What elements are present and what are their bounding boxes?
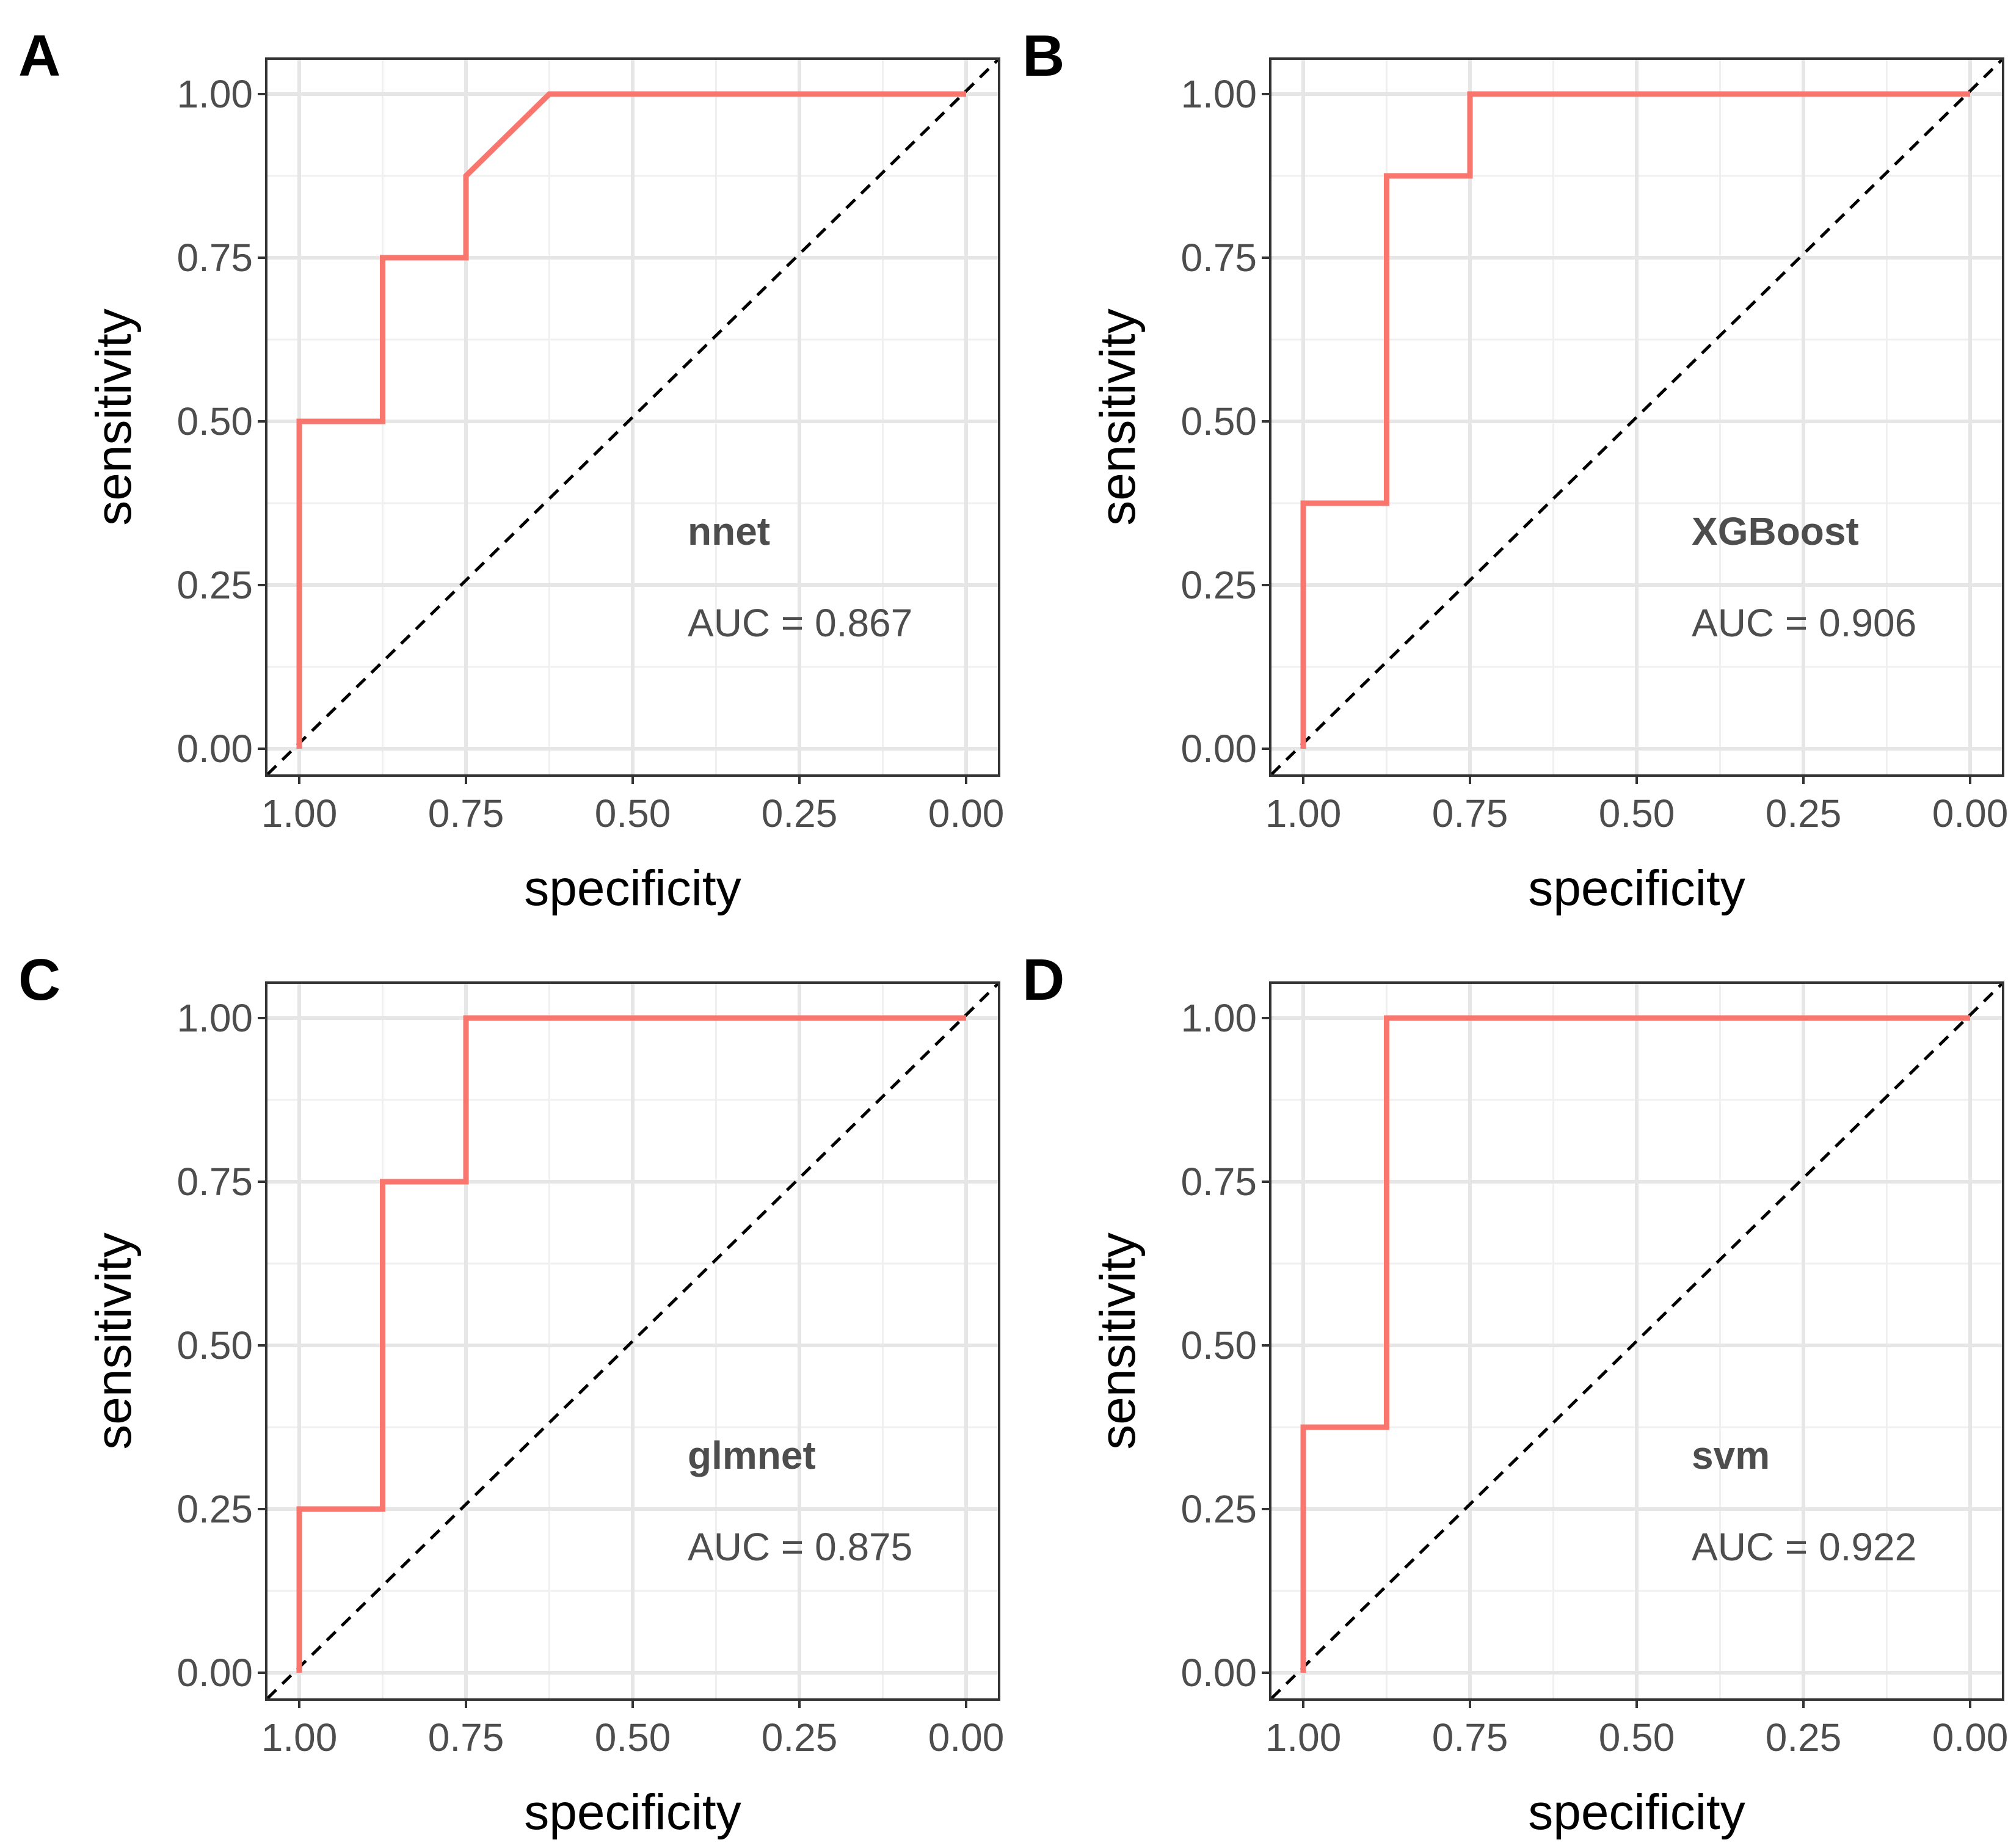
x-tick-label: 0.50	[1599, 791, 1675, 835]
auc-label: AUC = 0.922	[1692, 1525, 1916, 1569]
y-tick-label: 0.50	[1180, 1323, 1257, 1367]
x-tick-label: 1.00	[261, 1715, 338, 1759]
x-tick-label: 0.75	[1432, 791, 1508, 835]
y-tick-label: 0.00	[1180, 1651, 1257, 1695]
reference-diagonal	[1270, 983, 2003, 1700]
y-tick-label: 0.25	[176, 563, 253, 607]
y-axis-title: sensitivity	[1090, 308, 1146, 525]
x-axis-title: specificity	[1528, 1784, 1745, 1840]
model-name-label: XGBoost	[1692, 509, 1859, 553]
y-axis-title: sensitivity	[86, 1232, 142, 1449]
model-name-label: glmnet	[688, 1433, 816, 1477]
x-tick-label: 0.75	[428, 1715, 504, 1759]
x-tick-label: 0.75	[1432, 1715, 1508, 1759]
roc-chart-d: 1.00 0.75 0.50 0.25 0.00 0.00 0.25 0.50 0.75 1.00…	[1004, 924, 2008, 1848]
x-tick-label: 0.00	[928, 1715, 1004, 1759]
y-tick-label: 0.50	[1180, 399, 1257, 443]
y-tick-label: 0.75	[176, 1160, 253, 1204]
y-tick-label: 1.00	[1180, 996, 1257, 1040]
model-name-label: svm	[1692, 1433, 1770, 1477]
x-tick-label: 0.25	[762, 1715, 838, 1759]
x-axis-title: specificity	[524, 1784, 741, 1840]
x-tick-label: 0.50	[595, 791, 671, 835]
roc-curve	[1300, 91, 1970, 749]
x-tick-label: 1.00	[1265, 791, 1342, 835]
y-tick-label: 1.00	[1180, 72, 1257, 116]
auc-label: AUC = 0.867	[688, 601, 912, 645]
y-tick-label: 0.75	[1180, 1160, 1257, 1204]
x-tick-label: 0.25	[762, 791, 838, 835]
roc-chart-c: 1.00 0.75 0.50 0.25 0.00 0.00 0.25 0.50 0.75 1.00…	[0, 924, 1004, 1848]
x-tick-label: 0.25	[1766, 791, 1842, 835]
y-tick-label: 0.00	[1180, 727, 1257, 771]
y-tick-label: 0.50	[176, 1323, 253, 1367]
roc-panel-a: 1.00 0.75 0.50 0.25 0.00 0.00 0.25 0.50 0.75 1.00…	[0, 0, 1004, 924]
roc-curve	[296, 91, 966, 749]
auc-label: AUC = 0.906	[1692, 601, 1916, 645]
model-name-label: nnet	[688, 509, 770, 553]
x-tick-label: 0.00	[928, 791, 1004, 835]
x-tick-label: 0.50	[1599, 1715, 1675, 1759]
roc-curve	[296, 1015, 966, 1673]
y-tick-label: 1.00	[176, 72, 253, 116]
y-tick-label: 0.25	[176, 1487, 253, 1531]
roc-panel-d: 1.00 0.75 0.50 0.25 0.00 0.00 0.25 0.50 0.75 1.00…	[1004, 924, 2008, 1848]
x-tick-label: 1.00	[1265, 1715, 1342, 1759]
panel-letter: B	[1022, 23, 1064, 89]
y-tick-label: 0.25	[1180, 1487, 1257, 1531]
x-tick-label: 0.25	[1766, 1715, 1842, 1759]
reference-diagonal	[266, 59, 999, 776]
y-tick-label: 0.25	[1180, 563, 1257, 607]
reference-diagonal	[266, 983, 999, 1700]
y-tick-label: 0.00	[176, 727, 253, 771]
x-axis-title: specificity	[1528, 860, 1745, 916]
y-tick-label: 0.50	[176, 399, 253, 443]
panel-letter: D	[1022, 947, 1064, 1013]
y-tick-label: 1.00	[176, 996, 253, 1040]
x-tick-label: 1.00	[261, 791, 338, 835]
y-tick-label: 0.75	[176, 236, 253, 280]
x-axis-title: specificity	[524, 860, 741, 916]
y-tick-label: 0.00	[176, 1651, 253, 1695]
panel-letter: C	[18, 947, 60, 1013]
y-tick-label: 0.75	[1180, 236, 1257, 280]
x-tick-label: 0.00	[1932, 1715, 2008, 1759]
x-tick-label: 0.50	[595, 1715, 671, 1759]
reference-diagonal	[1270, 59, 2003, 776]
y-axis-title: sensitivity	[86, 308, 142, 525]
x-tick-label: 0.75	[428, 791, 504, 835]
x-tick-label: 0.00	[1932, 791, 2008, 835]
roc-curve	[1300, 1015, 1970, 1673]
roc-chart-a: 1.00 0.75 0.50 0.25 0.00 0.00 0.25 0.50 0.75 1.00…	[0, 0, 1004, 924]
roc-chart-b: 1.00 0.75 0.50 0.25 0.00 0.00 0.25 0.50 0.75 1.00…	[1004, 0, 2008, 924]
roc-panel-c: 1.00 0.75 0.50 0.25 0.00 0.00 0.25 0.50 0.75 1.00…	[0, 924, 1004, 1848]
roc-panel-b: 1.00 0.75 0.50 0.25 0.00 0.00 0.25 0.50 0.75 1.00…	[1004, 0, 2008, 924]
y-axis-title: sensitivity	[1090, 1232, 1146, 1449]
auc-label: AUC = 0.875	[688, 1525, 912, 1569]
panel-letter: A	[18, 23, 60, 89]
